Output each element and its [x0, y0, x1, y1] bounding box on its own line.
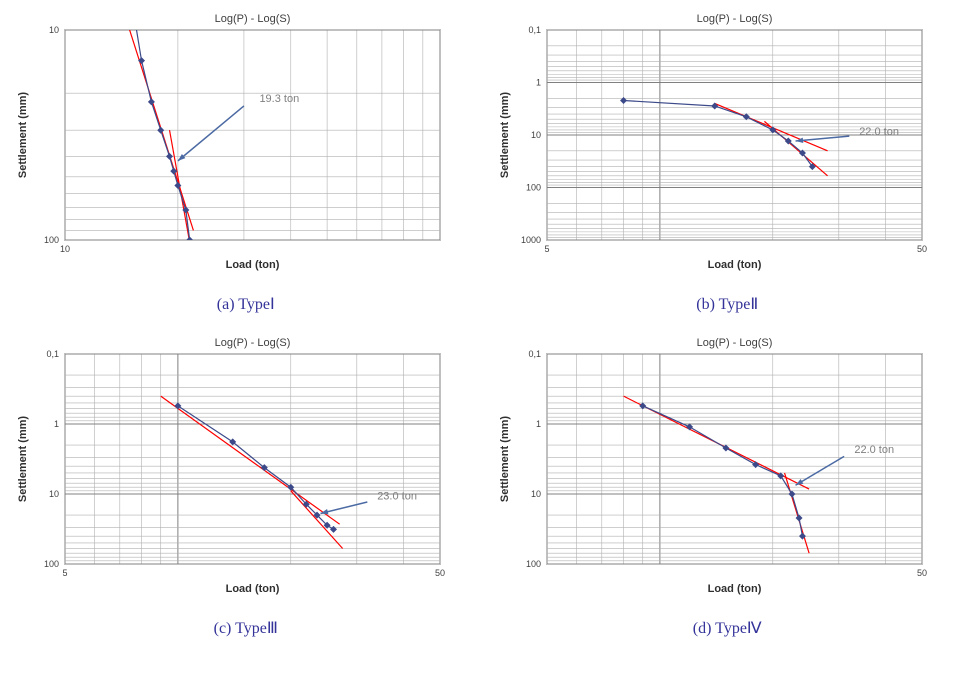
- ytick-label: 1: [535, 419, 540, 429]
- xtick-label: 50: [916, 568, 926, 578]
- chart-wrapper: Log(P) - Log(S) 50 1 10 100 0,1 22.0 ton Load (…: [492, 334, 942, 614]
- panel-caption: (b) TypeⅡ: [492, 294, 964, 314]
- ytick-label: 1: [54, 419, 59, 429]
- x-axis-label: Load (ton): [226, 259, 280, 271]
- ytick-label: 10: [49, 489, 59, 499]
- plot-area: [65, 354, 440, 564]
- chart-title: Log(P) - Log(S): [215, 13, 291, 25]
- xtick-label: 5: [544, 244, 549, 254]
- ytick-label: 100: [44, 235, 59, 245]
- ytick-label: 100: [525, 183, 540, 193]
- panel-caption: (a) TypeⅠ: [10, 294, 482, 314]
- ytick-label: 1: [535, 78, 540, 88]
- xtick-label: 50: [916, 244, 926, 254]
- panel-c: Log(P) - Log(S) 5 50 1 10 100 0,1 23.0 ton Load …: [10, 334, 482, 638]
- plot-area: [547, 354, 922, 564]
- chart-c: Log(P) - Log(S) 5 50 1 10 100 0,1 23.0 ton Load …: [10, 334, 460, 614]
- ytick-label: 10: [49, 25, 59, 35]
- chart-wrapper: Log(P) - Log(S) 5 50 1 10 100 0,1 23.0 ton Load …: [10, 334, 460, 614]
- ytick-label: 0,1: [528, 349, 541, 359]
- xtick-label: 5: [62, 568, 67, 578]
- chart-b: Log(P) - Log(S) 5 50 1 10 100 1000 0,1 22.0 ton L…: [492, 10, 942, 290]
- y-axis-label: Settlement (mm): [499, 92, 511, 179]
- chart-wrapper: Log(P) - Log(S)101010019.3 tonLoad (ton)…: [10, 10, 460, 290]
- chart-title: Log(P) - Log(S): [215, 337, 291, 349]
- panel-d: Log(P) - Log(S) 50 1 10 100 0,1 22.0 ton Load (…: [492, 334, 964, 638]
- xtick-label: 50: [435, 568, 445, 578]
- panel-caption: (d) TypeⅣ: [492, 618, 964, 638]
- ytick-label: 10: [530, 489, 540, 499]
- ytick-label: 10: [530, 130, 540, 140]
- xtick-label: 10: [60, 244, 70, 254]
- ytick-label: 1000: [520, 235, 540, 245]
- annotation-text: 22.0 ton: [859, 126, 899, 138]
- chart-title: Log(P) - Log(S): [696, 13, 772, 25]
- x-axis-label: Load (ton): [707, 259, 761, 271]
- panel-b: Log(P) - Log(S) 5 50 1 10 100 1000 0,1 22.0 ton L…: [492, 10, 964, 314]
- annotation-text: 22.0 ton: [854, 444, 894, 456]
- x-axis-label: Load (ton): [707, 583, 761, 595]
- ytick-label: 100: [44, 559, 59, 569]
- chart-a: Log(P) - Log(S)101010019.3 tonLoad (ton)…: [10, 10, 460, 290]
- ytick-label: 0,1: [46, 349, 59, 359]
- y-axis-label: Settlement (mm): [17, 92, 29, 179]
- annotation-text: 19.3 ton: [259, 93, 299, 105]
- panel-a: Log(P) - Log(S)101010019.3 tonLoad (ton)…: [10, 10, 482, 314]
- ytick-label: 0,1: [528, 25, 541, 35]
- x-axis-label: Load (ton): [226, 583, 280, 595]
- plot-area: [65, 30, 440, 240]
- chart-title: Log(P) - Log(S): [696, 337, 772, 349]
- panel-caption: (c) TypeⅢ: [10, 618, 482, 638]
- y-axis-label: Settlement (mm): [499, 416, 511, 503]
- y-axis-label: Settlement (mm): [17, 416, 29, 503]
- annotation-text: 23.0 ton: [377, 491, 417, 503]
- chart-d: Log(P) - Log(S) 50 1 10 100 0,1 22.0 ton Load (…: [492, 334, 942, 614]
- chart-wrapper: Log(P) - Log(S) 5 50 1 10 100 1000 0,1 22.0 ton L…: [492, 10, 942, 290]
- ytick-label: 100: [525, 559, 540, 569]
